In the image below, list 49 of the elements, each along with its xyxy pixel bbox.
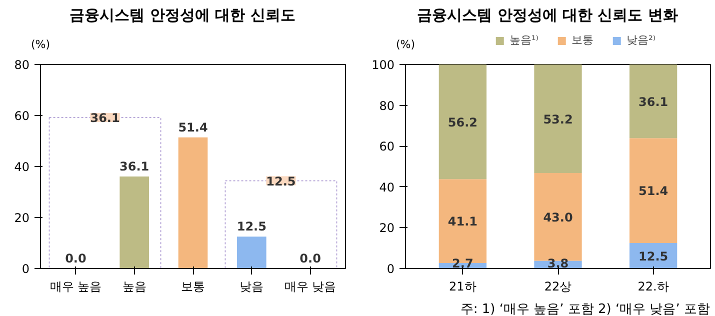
x-tick-label: 낮음 — [240, 280, 264, 294]
y-tick-label: 0 — [22, 262, 30, 276]
y-tick-label: 40 — [14, 160, 30, 174]
bar — [120, 176, 150, 268]
data-label: 53.2 — [543, 112, 573, 126]
chart-title: 금융시스템 안정성에 대한 신뢰도 — [70, 5, 296, 26]
data-label: 12.5 — [638, 249, 668, 264]
y-tick-label: 0 — [386, 262, 395, 276]
bar — [629, 138, 678, 243]
bar — [534, 64, 582, 174]
data-label: 51.4 — [638, 184, 668, 198]
x-tick-label: 22상 — [544, 280, 572, 294]
y-tick-label: 20 — [379, 221, 395, 236]
data-label: 56.2 — [448, 115, 478, 130]
data-label: 0.0 — [300, 252, 321, 266]
y-tick-label: 80 — [14, 58, 30, 72]
data-label: 12.5 — [236, 220, 266, 234]
x-tick-label: 매우 높음 — [50, 280, 102, 294]
legend-label: 높음¹⁾ — [509, 32, 538, 48]
x-tick-label: 22.하 — [638, 280, 669, 294]
y-axis-title: (%) — [30, 37, 50, 53]
data-label: 0.0 — [65, 252, 86, 266]
bar — [236, 236, 266, 268]
y-axis-title: (%) — [396, 37, 415, 53]
data-label: 3.8 — [547, 256, 569, 270]
data-label: 36.1 — [638, 94, 668, 109]
chart-title: 금융시스템 안정성에 대한 신뢰도 변화 — [417, 5, 678, 26]
annotation: 36.1 — [90, 111, 120, 126]
legend-label: 보통 — [572, 32, 594, 48]
data-label: 51.4 — [178, 120, 208, 134]
x-tick-label: 보통 — [181, 280, 205, 294]
bar — [178, 137, 208, 268]
y-tick-label: 60 — [379, 140, 395, 154]
data-label: 41.1 — [448, 214, 478, 229]
x-tick-label: 매우 낮음 — [284, 280, 336, 294]
y-tick-label: 20 — [14, 211, 30, 225]
x-tick-label: 21하 — [449, 280, 476, 294]
data-label: 43.0 — [543, 210, 573, 224]
bar — [629, 64, 678, 138]
y-tick-label: 100 — [372, 58, 394, 72]
annotation: 12.5 — [266, 174, 296, 188]
bar — [438, 64, 487, 180]
y-tick-label: 40 — [379, 180, 395, 194]
x-tick-label: 높음 — [122, 280, 146, 294]
y-tick-label: 60 — [14, 109, 30, 123]
legend-label: 낮음²⁾ — [626, 32, 656, 48]
data-label: 36.1 — [120, 159, 150, 174]
y-tick-label: 80 — [379, 98, 395, 113]
text: 주: 1) ‘매우 높음’ 포함 2) ‘매우 낮음’ 포함 — [460, 301, 710, 316]
